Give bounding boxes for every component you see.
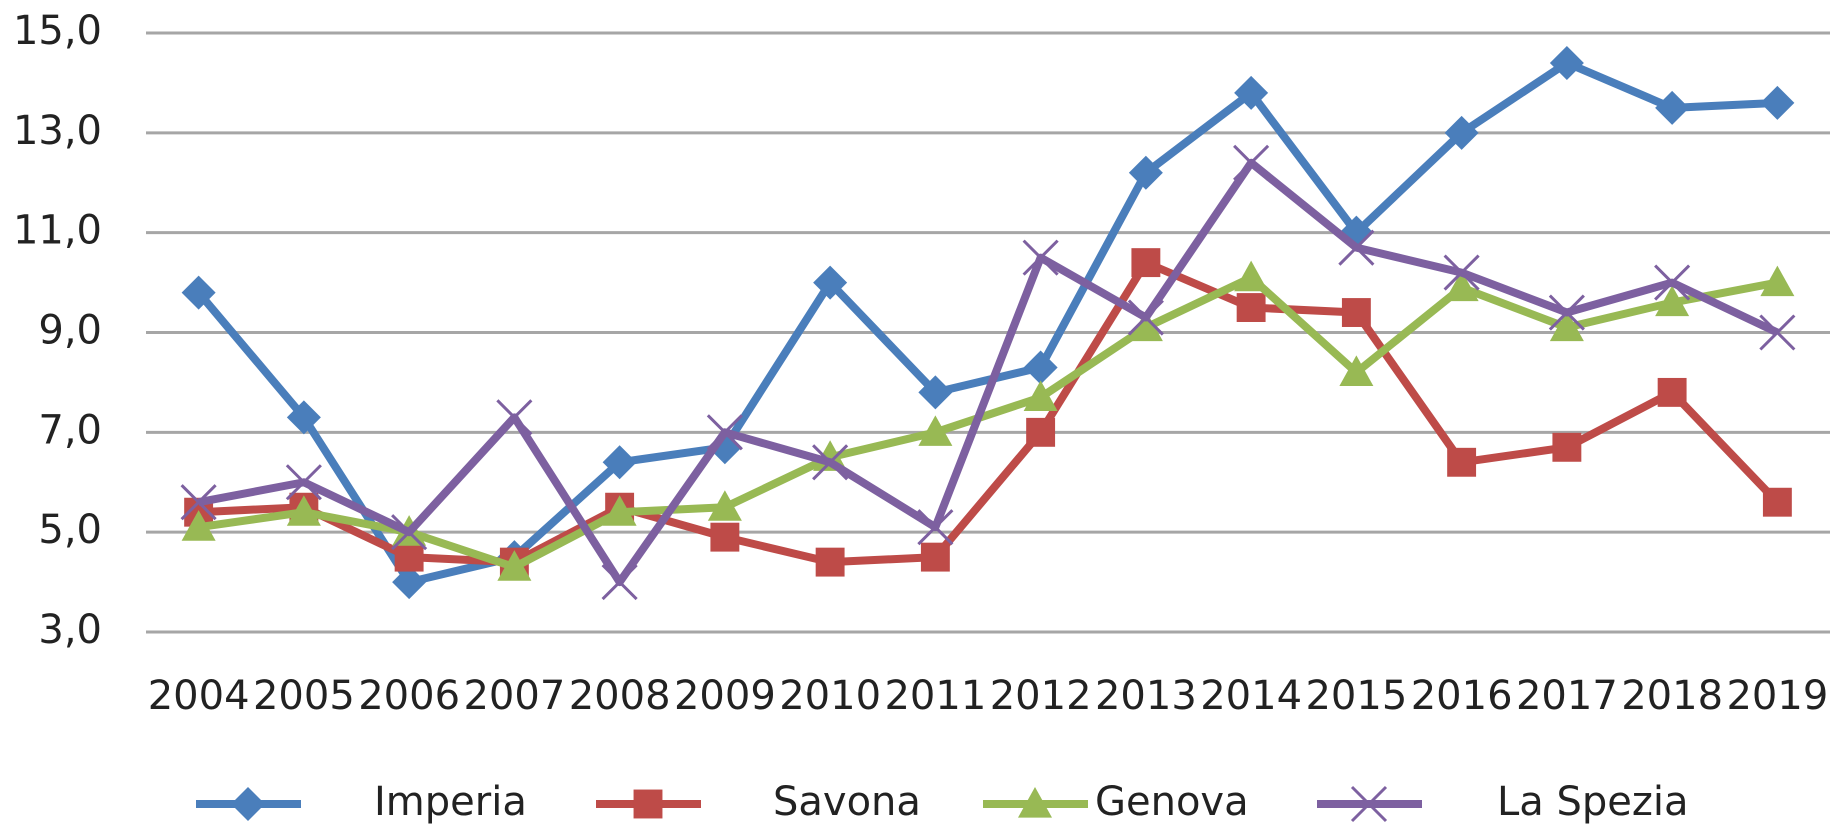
marker [1234, 75, 1269, 110]
x-tick-label: 2014 [1200, 673, 1302, 719]
marker [1338, 229, 1375, 266]
marker [1128, 310, 1163, 342]
y-tick-label: 15,0 [13, 8, 102, 54]
series-line [195, 58, 1778, 587]
marker [1023, 350, 1058, 385]
marker [392, 565, 427, 600]
marker [1549, 310, 1584, 342]
marker [815, 547, 845, 577]
x-tick-label: 2010 [779, 673, 881, 719]
marker [1549, 45, 1584, 80]
x-tick-label: 2013 [1095, 673, 1197, 719]
marker [633, 789, 663, 819]
marker [231, 787, 265, 821]
x-tick-label: 2016 [1411, 673, 1513, 719]
x-tick-label: 2004 [148, 673, 250, 719]
marker [1657, 377, 1687, 407]
y-tick-label: 7,0 [38, 407, 102, 453]
marker [497, 550, 532, 581]
marker [180, 484, 217, 521]
marker [706, 414, 743, 451]
marker [1022, 239, 1059, 276]
marker [394, 542, 424, 572]
marker [918, 375, 953, 410]
marker [812, 444, 849, 481]
series-line [198, 273, 1779, 572]
marker [813, 265, 848, 300]
marker [1654, 264, 1691, 301]
legend-label: Imperia [374, 779, 527, 825]
marker [181, 510, 216, 541]
series-line [198, 258, 1781, 567]
x-tick-label: 2012 [990, 673, 1092, 719]
marker [1444, 270, 1479, 302]
marker [181, 275, 216, 310]
marker [286, 400, 321, 435]
y-tick-label: 3,0 [38, 607, 102, 653]
marker [1759, 314, 1796, 351]
marker [1127, 299, 1164, 336]
marker [602, 495, 637, 526]
series-line [197, 158, 1780, 587]
marker [1760, 85, 1795, 120]
marker [920, 542, 950, 572]
x-tick-label: 2017 [1516, 673, 1618, 719]
marker [1339, 355, 1374, 387]
marker [1341, 298, 1371, 327]
marker [1444, 115, 1479, 150]
x-tick-label: 2015 [1305, 673, 1407, 719]
marker [918, 415, 953, 446]
marker [496, 399, 533, 436]
x-tick-label: 2009 [674, 673, 776, 719]
marker [602, 445, 637, 480]
marker [286, 495, 321, 526]
legend-label: Genova [1095, 779, 1249, 825]
marker [391, 514, 428, 551]
x-tick-label: 2011 [884, 673, 986, 719]
marker [1552, 432, 1582, 462]
marker [1026, 417, 1056, 447]
x-tick-label: 2007 [463, 673, 565, 719]
marker [1760, 265, 1795, 297]
x-tick-label: 2008 [569, 673, 671, 719]
marker [1443, 254, 1480, 291]
marker [1447, 447, 1477, 477]
marker [1655, 285, 1690, 317]
marker [285, 464, 322, 501]
marker [710, 522, 740, 552]
y-tick-label: 5,0 [38, 507, 102, 553]
marker [1131, 248, 1161, 278]
x-tick-label: 2006 [358, 673, 460, 719]
y-tick-label: 9,0 [38, 308, 102, 354]
y-tick-label: 13,0 [13, 108, 102, 154]
legend-label: Savona [773, 779, 921, 825]
marker [1655, 90, 1690, 125]
x-tick-label: 2018 [1621, 673, 1723, 719]
x-tick-label: 2019 [1726, 673, 1828, 719]
marker [1762, 487, 1792, 517]
marker [1350, 785, 1388, 823]
marker [1236, 293, 1266, 322]
marker [1234, 260, 1269, 292]
marker [917, 509, 954, 546]
marker [707, 490, 742, 521]
x-tick-label: 2005 [253, 673, 355, 719]
marker [1023, 380, 1058, 411]
marker [1018, 787, 1052, 818]
marker [1233, 144, 1270, 181]
marker [1128, 155, 1163, 190]
marker [1548, 294, 1585, 331]
marker [601, 564, 638, 601]
y-tick-label: 11,0 [13, 208, 102, 254]
legend-label: La Spezia [1497, 779, 1689, 825]
